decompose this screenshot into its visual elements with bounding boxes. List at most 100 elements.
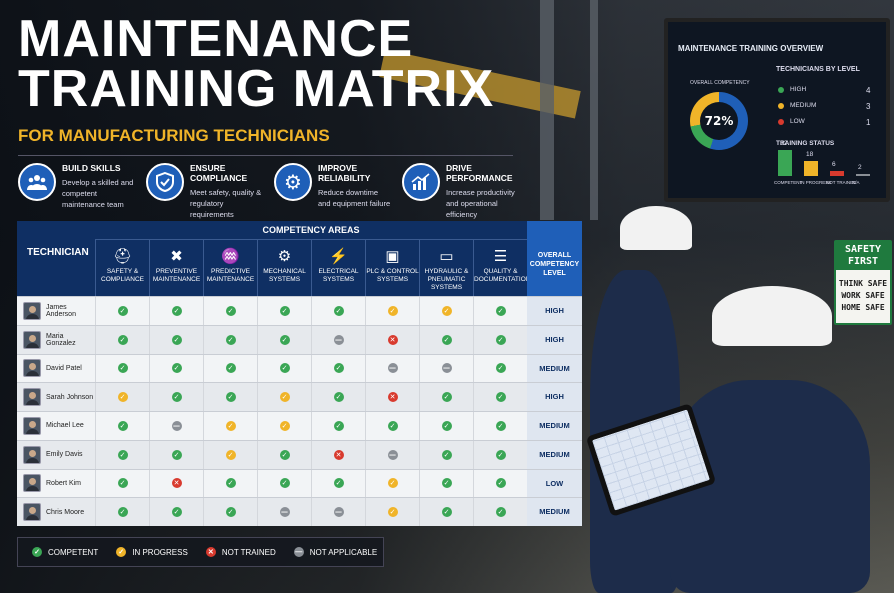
column-label: PREDICTIVE MAINTENANCE (206, 268, 255, 283)
status-legend: ✓ COMPETENT ✓ IN PROGRESS ✕ NOT TRAINED — NOT A… (17, 537, 384, 567)
hard-hat-icon: ⛑ (112, 248, 133, 265)
avatar (23, 301, 41, 320)
status-dot-icon: ✓ (333, 478, 344, 489)
technician-name: Maria Gonzalez (46, 332, 76, 347)
status-cell: — (257, 498, 311, 526)
table-row: David Patel ✓ ✓ ✓ ✓ ✓ — — ✓ MEDIUM (17, 353, 582, 383)
factory-pipe (590, 0, 598, 220)
level-dot-icon (778, 103, 784, 109)
status-dot-icon: ✓ (225, 334, 236, 345)
hard-hat-left (620, 206, 692, 250)
technician-column-header: TECHNICIAN (17, 221, 95, 296)
status-dot-icon: ✓ (117, 449, 128, 460)
technician-name-cell: Chris Moore (17, 503, 95, 522)
column-header: ⛑ SAFETY & COMPLIANCE (95, 240, 149, 296)
status-cell: — (311, 325, 365, 354)
status-cell: ✓ (257, 354, 311, 383)
technician-name: Chris Moore (46, 508, 85, 516)
table-row: Robert Kim ✓ ✕ ✓ ✓ ✓ ✓ ✓ ✓ LOW (17, 468, 582, 498)
legend-label: COMPETENT (48, 547, 99, 557)
status-cell: ✕ (149, 469, 203, 498)
status-dot-icon: ✓ (279, 392, 290, 403)
training-matrix-table: TECHNICIAN COMPETENCY AREAS ⛑ SAFETY & CO… (17, 221, 582, 526)
status-cell: ✓ (419, 440, 473, 469)
technician-name: David Patel (46, 364, 82, 372)
status-cell: ✓ (95, 354, 149, 383)
status-dot-icon: ✓ (171, 392, 182, 403)
growth-chart-icon (402, 163, 440, 201)
overall-level-badge: MEDIUM (527, 440, 582, 469)
status-cell: ✓ (149, 498, 203, 526)
status-cell: ✓ (473, 354, 527, 383)
status-dot-icon: ✓ (333, 363, 344, 374)
status-cell: ✓ (203, 412, 257, 440)
gear-icon: ⚙ (277, 248, 292, 265)
column-header: ▭ HYDRAULIC & PNEUMATIC SYSTEMS (419, 240, 473, 296)
legend-dot-icon: ✓ (116, 547, 127, 557)
status-dot-icon: ✓ (441, 420, 452, 431)
status-dot-icon: ✓ (279, 334, 290, 345)
status-bar (778, 150, 792, 176)
status-cell: ✓ (473, 440, 527, 469)
technician-name: Robert Kim (46, 479, 82, 487)
status-bar (804, 161, 818, 176)
safety-sign-line: HOME SAFE (841, 303, 885, 312)
status-dot-icon: ✓ (279, 363, 290, 374)
legend-item: ✓ IN PROGRESS (116, 547, 188, 557)
safety-sign-header: SAFETY FIRST (836, 242, 890, 270)
overall-level-badge: HIGH (527, 383, 582, 411)
column-label: QUALITY & DOCUMENTATION (474, 268, 531, 283)
table-row: Chris Moore ✓ ✓ ✓ — — ✓ ✓ ✓ MEDIUM (17, 497, 582, 526)
status-cell: ✓ (149, 354, 203, 383)
status-cell: ✓ (203, 354, 257, 383)
status-dot-icon: ✓ (495, 507, 506, 518)
status-dot-icon: ✕ (387, 392, 398, 403)
status-dot-icon: ✓ (225, 392, 236, 403)
status-dot-icon: — (441, 363, 452, 374)
column-header: ☰ QUALITY & DOCUMENTATION (473, 240, 531, 296)
status-cell: ✓ (419, 498, 473, 526)
avatar (23, 445, 41, 464)
status-dot-icon: ✕ (333, 449, 344, 460)
status-cell: ✓ (203, 383, 257, 411)
status-cell: ✓ (95, 297, 149, 325)
avatar (23, 359, 41, 378)
technician-name-cell: Sarah Johnson (17, 388, 95, 407)
table-row: James Anderson ✓ ✓ ✓ ✓ ✓ ✓ ✓ ✓ HIGH (17, 296, 582, 325)
feature-build-skills: BUILD SKILLS Develop a skilled and compet… (18, 163, 136, 220)
overall-level-badge: HIGH (527, 325, 582, 354)
column-header: ▣ PLC & CONTROL SYSTEMS (365, 240, 419, 296)
page-subtitle: FOR MANUFACTURING TECHNICIANS (18, 126, 330, 145)
avatar (23, 474, 41, 493)
donut-value: 72% (704, 114, 734, 128)
status-dot-icon: ✓ (495, 305, 506, 316)
status-cell: — (149, 412, 203, 440)
technician-name: James Anderson (46, 303, 76, 318)
status-cell: ✓ (365, 469, 419, 498)
status-dot-icon: ✓ (441, 478, 452, 489)
status-cell: ✓ (473, 498, 527, 526)
status-bar-value: 32 (780, 140, 788, 147)
column-label: MECHANICAL SYSTEMS (263, 268, 306, 283)
pulse-icon: ♒ (221, 248, 240, 265)
status-dot-icon: ✕ (171, 478, 182, 489)
status-bar-value: 6 (832, 161, 836, 168)
status-dot-icon: ✓ (279, 305, 290, 316)
status-cell: ✓ (95, 383, 149, 411)
status-bar (830, 171, 844, 176)
bolt-icon: ⚡ (329, 248, 348, 265)
status-cell: ✕ (311, 440, 365, 469)
status-dot-icon: ✓ (225, 507, 236, 518)
status-dot-icon: ✕ (387, 334, 398, 345)
status-dot-icon: ✓ (171, 363, 182, 374)
legend-dot-icon: ✕ (205, 547, 216, 557)
status-dot-icon: ✓ (495, 449, 506, 460)
status-dot-icon: ✓ (117, 507, 128, 518)
status-cell: ✓ (203, 440, 257, 469)
legend-label: NOT APPLICABLE (309, 547, 378, 557)
clipboard-icon: ☰ (493, 248, 508, 265)
avatar (23, 330, 41, 349)
shield-check-icon (146, 163, 184, 201)
status-cell: ✓ (95, 498, 149, 526)
status-dot-icon: — (333, 334, 344, 345)
